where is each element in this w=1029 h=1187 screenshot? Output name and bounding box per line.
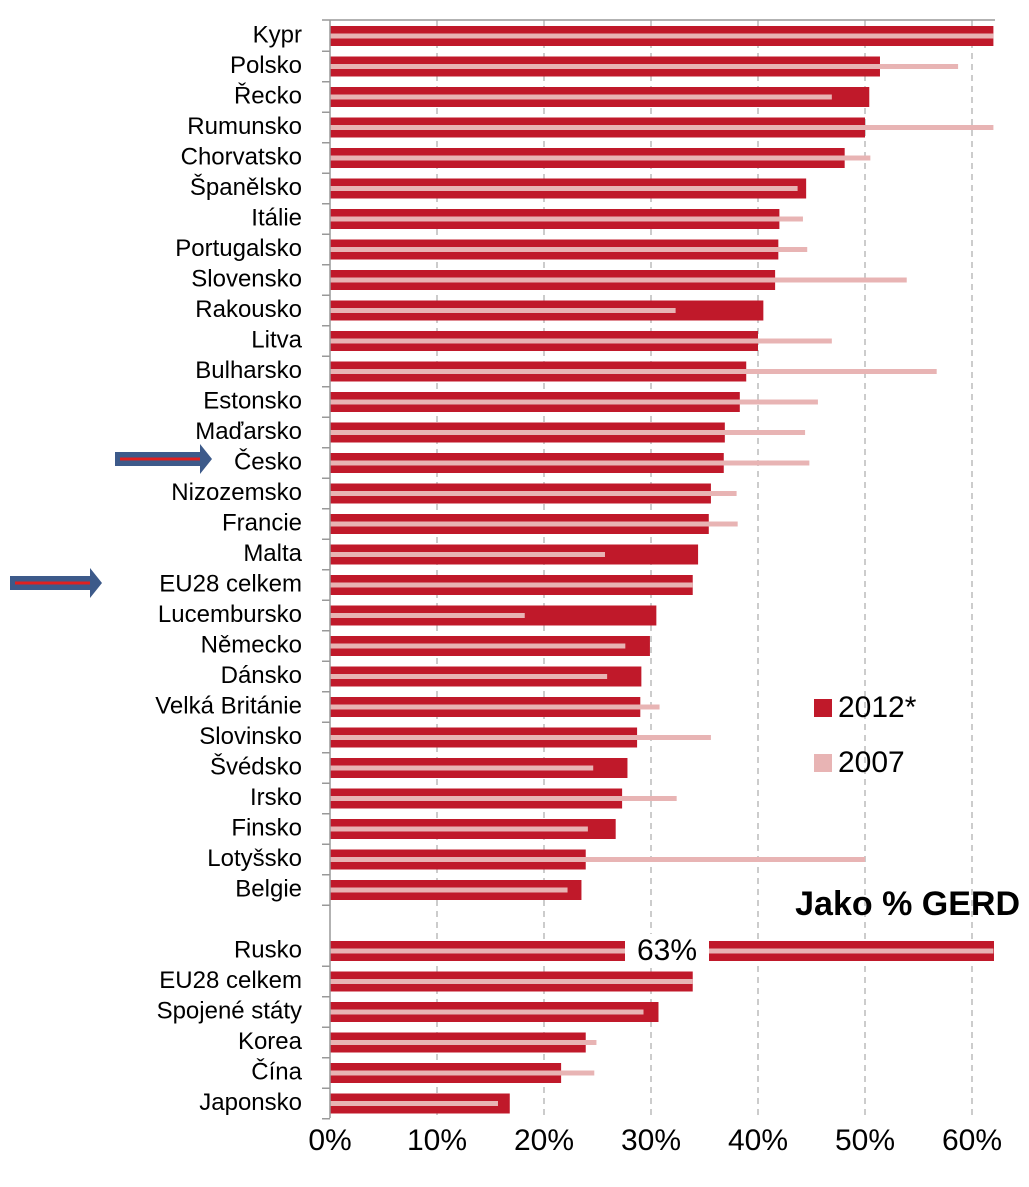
- bar: [330, 735, 711, 740]
- bar: [330, 521, 738, 527]
- x-tick-label: 10%: [407, 1124, 467, 1157]
- category-label: EU28 celkem: [159, 570, 302, 597]
- bar: [330, 674, 608, 679]
- category-label: Itálie: [251, 204, 302, 231]
- x-tick-label: 20%: [514, 1124, 574, 1157]
- bar: [330, 216, 803, 222]
- category-label: Estonsko: [203, 387, 302, 414]
- bar: [330, 125, 994, 130]
- bar: [330, 582, 693, 588]
- bar: [330, 1009, 644, 1015]
- bar: [330, 552, 605, 557]
- value-label: 63%: [637, 934, 697, 967]
- x-tick-label: 0%: [308, 1124, 351, 1157]
- category-label: Spojené státy: [157, 997, 302, 1024]
- x-tick-label: 50%: [835, 1124, 895, 1157]
- category-label: Švédsko: [210, 752, 302, 780]
- category-label: Řecko: [234, 82, 302, 109]
- category-label: Slovinsko: [199, 723, 302, 750]
- bar: [330, 308, 676, 313]
- legend-swatch: [814, 754, 832, 772]
- bar: [330, 979, 693, 984]
- bar: [330, 94, 832, 100]
- category-label: Velká Británie: [155, 692, 302, 719]
- bar: [330, 857, 865, 862]
- category-label: Malta: [243, 540, 302, 567]
- category-label: Francie: [222, 509, 302, 536]
- bar: [330, 1101, 498, 1106]
- annotation: Jako % GERD: [795, 885, 1020, 923]
- category-label: Portugalsko: [175, 235, 302, 262]
- category-label: Dánsko: [221, 662, 302, 689]
- bar: [330, 430, 806, 435]
- bar: [330, 765, 594, 771]
- category-label: Rusko: [234, 936, 302, 963]
- x-tick-label: 60%: [942, 1124, 1002, 1157]
- category-label: Slovensko: [191, 265, 302, 292]
- category-label: Bulharsko: [195, 357, 302, 384]
- category-label: Finsko: [231, 814, 302, 841]
- bar: [330, 704, 660, 710]
- legend-swatch: [814, 699, 832, 717]
- x-tick-label: 40%: [728, 1124, 788, 1157]
- bar: [330, 247, 808, 252]
- category-label: Čína: [251, 1057, 302, 1085]
- bar: [330, 277, 907, 283]
- bar: [330, 338, 832, 344]
- category-label: Španělsko: [190, 173, 302, 201]
- category-label: Lotyšsko: [207, 845, 302, 872]
- category-label: Německo: [201, 631, 302, 658]
- bar: [330, 1070, 595, 1076]
- bar: [330, 643, 626, 649]
- bar: [330, 33, 994, 39]
- category-label: Česko: [234, 447, 302, 475]
- category-label: Lucembursko: [158, 601, 302, 628]
- legend-label: 2012*: [838, 691, 917, 724]
- bar: [330, 460, 810, 466]
- bar: [330, 887, 568, 893]
- category-label: Maďarsko: [195, 418, 302, 445]
- category-label: Belgie: [235, 875, 302, 902]
- bar: [330, 1040, 597, 1045]
- category-label: Korea: [238, 1028, 303, 1055]
- category-label: Rumunsko: [187, 113, 302, 140]
- x-tick-label: 30%: [621, 1124, 681, 1157]
- category-label: Polsko: [230, 52, 302, 79]
- bar: [330, 491, 737, 496]
- category-label: Japonsko: [199, 1089, 302, 1116]
- bar: [330, 369, 937, 374]
- label-background: [625, 934, 709, 968]
- bar: [330, 64, 959, 69]
- category-label: Litva: [251, 326, 302, 353]
- category-label: Irsko: [250, 784, 302, 811]
- bar: [330, 155, 871, 161]
- bar: [330, 186, 798, 191]
- bar: [330, 796, 677, 801]
- category-label: Nizozemsko: [171, 479, 302, 506]
- category-label: Chorvatsko: [181, 143, 302, 170]
- category-label: Kypr: [253, 21, 302, 48]
- category-label: Rakousko: [195, 296, 302, 323]
- bar: [330, 826, 588, 832]
- legend-label: 2007: [838, 746, 905, 779]
- bar: [330, 399, 818, 405]
- bar: [330, 613, 525, 618]
- category-label: EU28 celkem: [159, 967, 302, 994]
